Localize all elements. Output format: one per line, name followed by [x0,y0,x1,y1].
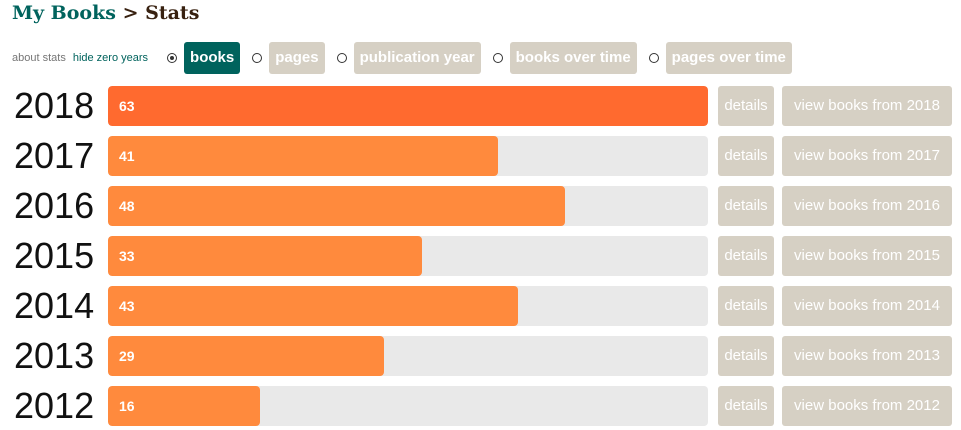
bar-fill[interactable]: 16 [108,386,261,426]
view-books-button[interactable]: view books from 2012 [782,386,952,426]
radio-pages[interactable] [252,53,263,63]
bar-track: 48 [108,186,708,226]
bar-count: 41 [119,148,135,164]
bar-track: 29 [108,336,708,376]
details-button[interactable]: details [718,386,774,426]
year-row-2017: 2017 41 details view books from 2017 [0,135,961,176]
year-row-2013: 2013 29 details view books from 2013 [0,335,961,376]
year-label: 2014 [14,285,95,326]
tab-pages-over-time[interactable]: pages over time [665,42,792,74]
year-row-2012: 2012 16 details view books from 2012 [0,385,961,426]
breadcrumb: My Books > Stats [12,2,199,24]
about-stats-link[interactable]: about stats [12,52,66,64]
tab-pages[interactable]: pages [269,42,325,74]
stats-toolbar: about stats hide zero years books pages … [12,42,792,74]
hide-zero-years-link[interactable]: hide zero years [72,52,149,64]
view-books-button[interactable]: view books from 2016 [782,186,952,226]
bar-track: 43 [108,286,708,326]
bar-fill[interactable]: 63 [108,86,708,126]
view-books-button[interactable]: view books from 2015 [782,236,952,276]
bar-track: 16 [108,386,708,426]
view-books-button[interactable]: view books from 2013 [782,336,952,376]
bar-fill[interactable]: 43 [108,286,518,326]
tab-books-over-time[interactable]: books over time [509,42,637,74]
year-row-2018: 2018 63 details view books from 2018 [0,85,961,126]
tab-books[interactable]: books [184,42,241,74]
bar-count: 48 [119,198,135,214]
year-label: 2015 [14,235,95,276]
bar-count: 43 [119,298,135,314]
bar-count: 33 [119,248,135,264]
bar-fill[interactable]: 48 [108,186,566,226]
view-books-button[interactable]: view books from 2017 [782,136,952,176]
details-button[interactable]: details [718,136,774,176]
bar-count: 29 [119,348,135,364]
radio-books-over-time[interactable] [492,53,503,63]
bar-fill[interactable]: 41 [108,136,499,176]
radio-books[interactable] [167,53,178,63]
view-books-button[interactable]: view books from 2018 [782,86,952,126]
bar-count: 16 [119,398,135,414]
details-button[interactable]: details [718,86,774,126]
year-row-2015: 2015 33 details view books from 2015 [0,235,961,276]
year-label: 2013 [14,335,95,376]
radio-pages-over-time[interactable] [648,53,659,63]
breadcrumb-my-books-link[interactable]: My Books [12,2,116,24]
year-label: 2017 [14,135,95,176]
year-label: 2012 [14,385,95,426]
breadcrumb-separator: > [122,2,139,24]
details-button[interactable]: details [718,286,774,326]
details-button[interactable]: details [718,236,774,276]
year-row-2014: 2014 43 details view books from 2014 [0,285,961,326]
view-books-button[interactable]: view books from 2014 [782,286,952,326]
page-title: Stats [145,2,200,24]
year-label: 2016 [14,185,95,226]
details-button[interactable]: details [718,186,774,226]
bar-fill[interactable]: 33 [108,236,423,276]
bar-fill[interactable]: 29 [108,336,385,376]
bar-track: 33 [108,236,708,276]
bar-track: 63 [108,86,708,126]
bar-count: 63 [119,98,135,114]
radio-publication-year[interactable] [336,53,347,63]
details-button[interactable]: details [718,336,774,376]
tab-publication-year[interactable]: publication year [353,42,481,74]
year-label: 2018 [14,85,95,126]
year-row-2016: 2016 48 details view books from 2016 [0,185,961,226]
bar-track: 41 [108,136,708,176]
